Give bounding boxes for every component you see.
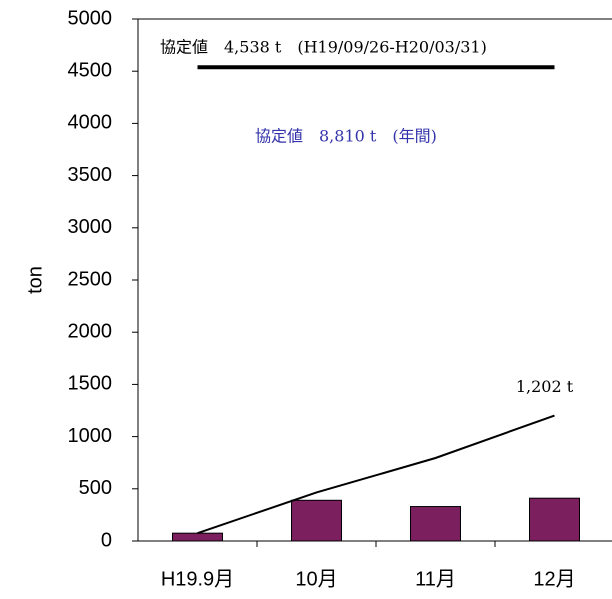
annotation: 協定値 8,810 t (年間) <box>255 127 437 146</box>
y-tick-label: 5000 <box>68 7 113 29</box>
reference-label: 協定値 4,538 t (H19/09/26-H20/03/31) <box>160 38 487 57</box>
y-tick-label: 500 <box>79 477 112 499</box>
bar <box>291 499 342 542</box>
bar <box>529 497 580 542</box>
y-tick-label: 2500 <box>68 268 113 290</box>
x-tick-label: 12月 <box>533 568 575 590</box>
x-tick-label: H19.9月 <box>161 568 234 590</box>
line <box>197 414 555 535</box>
y-tick-label: 1500 <box>68 373 113 395</box>
data-label: 1,202 t <box>516 377 574 396</box>
y-tick-label: 4500 <box>68 59 113 81</box>
y-tick-label: 0 <box>101 529 112 551</box>
y-tick-label: 4000 <box>68 112 113 134</box>
x-tick-label: 11月 <box>415 568 456 590</box>
x-tick-label: 10月 <box>295 568 337 590</box>
y-tick-label: 2000 <box>68 320 113 342</box>
y-axis-label: ton <box>24 266 46 294</box>
bar <box>172 532 223 542</box>
y-tick-label: 3500 <box>68 164 113 186</box>
bar <box>410 506 461 542</box>
y-tick-label: 1000 <box>68 425 113 447</box>
y-tick-label: 3000 <box>68 216 113 238</box>
